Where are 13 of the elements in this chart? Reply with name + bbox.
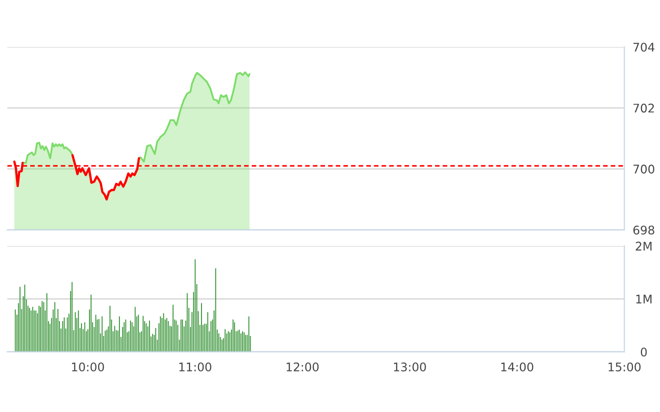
y-tick-label: 0 bbox=[640, 348, 647, 356]
x-tick-label: 12:00 bbox=[286, 362, 319, 372]
x-tick-label: 13:00 bbox=[394, 362, 426, 372]
y-tick-label: 704 bbox=[634, 42, 654, 52]
y-tick-label: 2M bbox=[636, 242, 652, 250]
y-tick-label: 1M bbox=[636, 294, 652, 304]
y-tick-label: 700 bbox=[634, 164, 654, 174]
x-tick-label: 11:00 bbox=[179, 362, 212, 372]
x-tick-label: 14:00 bbox=[501, 362, 534, 372]
y-tick-label: 698 bbox=[633, 226, 654, 235]
y-tick-label: 702 bbox=[634, 104, 654, 113]
x-tick-label: 15:00 bbox=[608, 362, 641, 372]
x-tick-label: 10:00 bbox=[72, 362, 104, 372]
